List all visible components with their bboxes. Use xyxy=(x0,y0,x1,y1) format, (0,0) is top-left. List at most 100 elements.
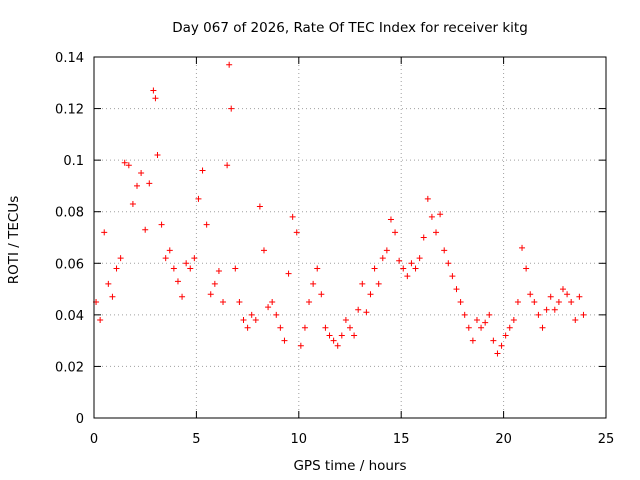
data-point xyxy=(105,280,112,287)
grid-lines xyxy=(94,57,606,418)
data-point xyxy=(199,167,206,174)
data-point xyxy=(285,270,292,277)
data-point xyxy=(269,298,276,305)
data-point xyxy=(236,298,243,305)
data-point xyxy=(392,229,399,236)
data-point xyxy=(162,255,169,262)
data-point xyxy=(207,291,214,298)
data-point xyxy=(359,280,366,287)
data-point xyxy=(326,332,333,339)
y-tick-label: 0.04 xyxy=(55,309,84,324)
data-point xyxy=(293,229,300,236)
x-axis-label: GPS time / hours xyxy=(293,458,406,474)
data-point xyxy=(109,293,116,300)
data-point xyxy=(396,257,403,264)
data-point xyxy=(191,255,198,262)
data-point xyxy=(101,229,108,236)
data-point xyxy=(514,298,521,305)
y-tick-label: 0.06 xyxy=(55,257,84,272)
x-tick-label: 10 xyxy=(291,432,308,447)
x-tick-label: 5 xyxy=(192,432,200,447)
data-point xyxy=(117,255,124,262)
data-point xyxy=(252,317,259,324)
data-point xyxy=(351,332,358,339)
data-point xyxy=(248,311,255,318)
data-point xyxy=(551,306,558,313)
data-point xyxy=(154,151,161,158)
data-point xyxy=(457,298,464,305)
data-point xyxy=(347,324,353,331)
data-point xyxy=(281,337,288,344)
data-point xyxy=(179,293,186,300)
data-point xyxy=(478,324,485,331)
data-point xyxy=(203,221,210,228)
data-point xyxy=(146,180,153,187)
data-point xyxy=(498,342,505,349)
data-point xyxy=(232,265,239,272)
y-tick-label: 0.12 xyxy=(55,103,84,118)
data-point xyxy=(158,221,165,228)
data-point xyxy=(543,306,550,313)
data-point xyxy=(330,337,337,344)
data-point xyxy=(195,195,202,202)
data-point xyxy=(523,265,530,272)
x-tick-label: 25 xyxy=(598,432,615,447)
data-point xyxy=(572,317,579,324)
data-point xyxy=(519,244,526,251)
data-point xyxy=(412,265,419,272)
data-point xyxy=(379,255,386,262)
data-point xyxy=(371,265,378,272)
y-tick-label: 0.02 xyxy=(55,360,84,375)
data-point xyxy=(306,298,313,305)
data-point xyxy=(437,211,444,218)
y-tick-label: 0.14 xyxy=(55,51,84,66)
data-point xyxy=(404,273,411,280)
data-point xyxy=(461,311,468,318)
data-point xyxy=(314,265,321,272)
data-point xyxy=(568,298,575,305)
data-point xyxy=(211,280,218,287)
data-point xyxy=(121,159,128,166)
data-point xyxy=(273,311,280,318)
data-point xyxy=(297,342,304,349)
data-point xyxy=(183,260,190,267)
data-point xyxy=(138,170,145,177)
data-point xyxy=(228,105,235,112)
data-point xyxy=(174,278,181,285)
x-tick-label: 15 xyxy=(393,432,410,447)
data-point xyxy=(134,182,141,189)
data-point xyxy=(363,309,370,316)
data-point xyxy=(129,200,136,207)
x-tick-label: 20 xyxy=(495,432,512,447)
y-tick-label: 0.08 xyxy=(55,206,84,221)
data-point xyxy=(375,280,382,287)
data-point xyxy=(416,255,423,262)
data-points xyxy=(93,61,587,357)
data-point xyxy=(240,317,247,324)
data-point xyxy=(510,317,517,324)
data-point xyxy=(494,350,501,357)
data-point xyxy=(539,324,546,331)
data-point xyxy=(420,234,427,241)
data-point xyxy=(97,317,104,324)
data-point xyxy=(424,195,431,202)
data-point xyxy=(215,268,222,275)
data-point xyxy=(547,293,554,300)
data-point xyxy=(441,247,448,254)
data-point xyxy=(576,293,583,300)
data-point xyxy=(289,213,296,220)
series-ROTI xyxy=(93,61,587,357)
data-point xyxy=(527,291,534,298)
data-point xyxy=(490,337,497,344)
data-point xyxy=(224,162,231,169)
data-point xyxy=(383,247,390,254)
data-point xyxy=(433,229,440,236)
data-point xyxy=(322,324,329,331)
data-point xyxy=(170,265,177,272)
data-point xyxy=(125,162,132,169)
data-point xyxy=(310,280,317,287)
data-point xyxy=(473,317,480,324)
data-point xyxy=(469,337,476,344)
data-point xyxy=(449,273,456,280)
